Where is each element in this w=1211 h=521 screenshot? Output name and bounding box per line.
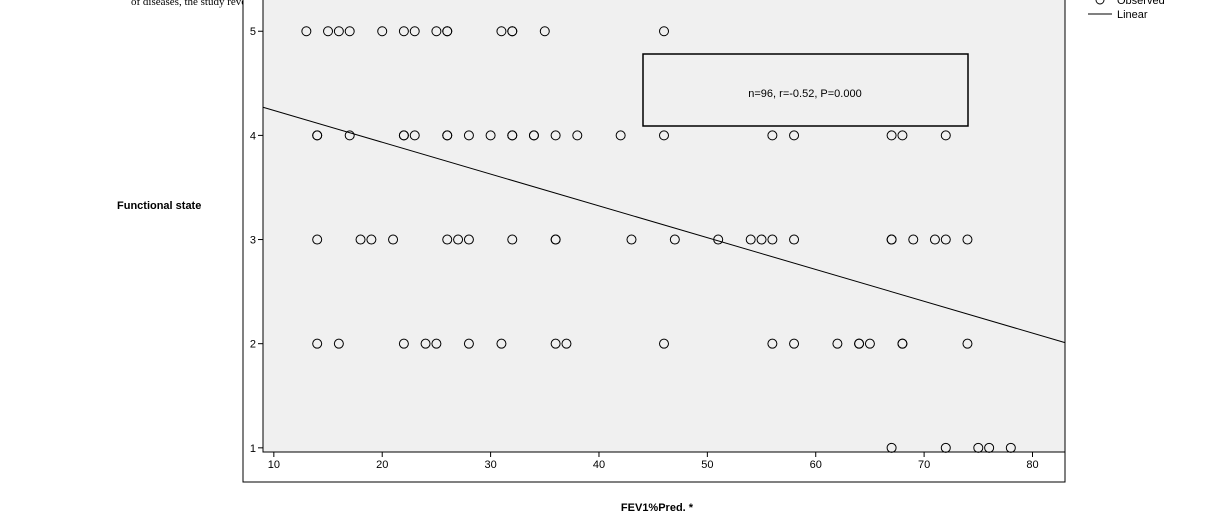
point	[388, 234, 399, 245]
point	[886, 442, 897, 453]
point	[962, 338, 973, 349]
point	[377, 26, 388, 37]
point	[323, 26, 334, 37]
x-tick-label: 40	[593, 459, 605, 471]
point	[561, 338, 572, 349]
point	[312, 338, 323, 349]
point	[550, 234, 561, 245]
fit-line	[262, 106, 1066, 344]
point	[344, 130, 355, 141]
point	[864, 338, 875, 349]
point	[1005, 442, 1016, 453]
point	[301, 26, 312, 37]
point	[789, 130, 800, 141]
point	[528, 130, 539, 141]
point	[550, 130, 561, 141]
point	[669, 234, 680, 245]
point	[431, 338, 442, 349]
point	[442, 130, 453, 141]
point	[832, 338, 843, 349]
point	[420, 338, 431, 349]
point	[333, 338, 344, 349]
point	[398, 130, 409, 141]
point	[344, 26, 355, 37]
point	[789, 338, 800, 349]
point	[312, 234, 323, 245]
point	[355, 234, 366, 245]
x-tick-label: 30	[484, 459, 496, 471]
point	[854, 338, 865, 349]
x-tick-label: 50	[701, 459, 713, 471]
point	[507, 234, 518, 245]
point	[463, 338, 474, 349]
y-axis-title: Functional state	[117, 200, 201, 212]
y-tick-label: 1	[250, 443, 256, 455]
point	[507, 26, 518, 37]
point	[789, 234, 800, 245]
x-tick-label: 20	[376, 459, 388, 471]
x-tick-label: 10	[268, 459, 280, 471]
x-tick-label: 60	[810, 459, 822, 471]
document-text: of diseases, the study revealed that in …	[131, 0, 318, 8]
y-tick-label: 2	[250, 339, 256, 351]
point	[453, 234, 464, 245]
point	[745, 234, 756, 245]
point	[496, 338, 507, 349]
point	[659, 338, 669, 349]
legend-label: Observed	[1117, 0, 1165, 7]
point	[940, 130, 951, 141]
point	[463, 234, 474, 245]
point	[409, 26, 420, 37]
point	[962, 234, 973, 245]
point	[659, 130, 669, 141]
point	[496, 26, 507, 37]
point	[615, 130, 626, 141]
point	[886, 130, 897, 141]
point	[756, 234, 767, 245]
y-tick-label: 4	[250, 130, 256, 142]
point	[886, 234, 897, 245]
legend-label: Linear	[1117, 9, 1148, 21]
point	[366, 234, 377, 245]
point	[398, 338, 409, 349]
legend-symbol	[1095, 0, 1105, 5]
point	[442, 234, 453, 245]
point	[312, 130, 323, 141]
annotation: n=96, r=-0.52, P=0.000	[748, 88, 861, 100]
point	[463, 130, 474, 141]
point	[973, 442, 984, 453]
point	[908, 234, 919, 245]
point	[333, 26, 344, 37]
point	[940, 442, 951, 453]
y-tick-label: 3	[250, 235, 256, 247]
point	[659, 26, 669, 37]
point	[539, 26, 550, 37]
point	[929, 234, 940, 245]
x-tick-label: 70	[918, 459, 930, 471]
point	[485, 130, 496, 141]
point	[767, 130, 778, 141]
point	[442, 26, 453, 37]
point	[767, 338, 778, 349]
point	[897, 338, 908, 349]
point	[550, 338, 561, 349]
point	[897, 130, 908, 141]
x-axis-title: FEV1%Pred. *	[621, 502, 694, 514]
point	[626, 234, 637, 245]
point	[767, 234, 778, 245]
point	[431, 26, 442, 37]
x-tick-label: 80	[1026, 459, 1038, 471]
y-tick-label: 5	[250, 26, 256, 38]
point	[572, 130, 583, 141]
point	[507, 130, 518, 141]
point	[398, 26, 409, 37]
annotation-box	[642, 53, 969, 127]
point	[409, 130, 420, 141]
point	[984, 442, 995, 453]
point	[940, 234, 951, 245]
